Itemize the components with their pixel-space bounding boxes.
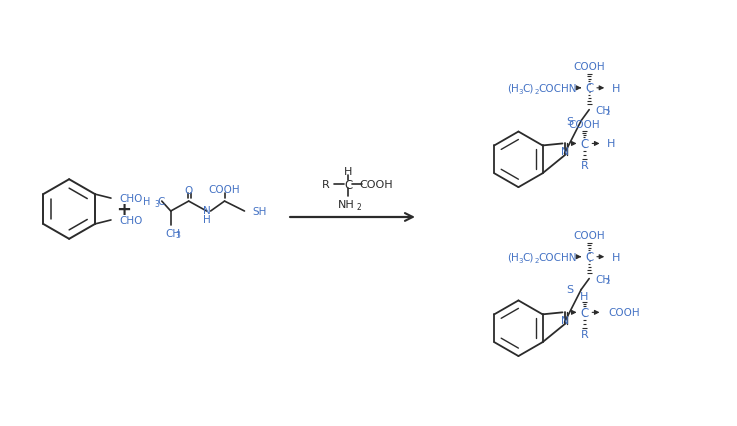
Text: C: C xyxy=(585,250,593,264)
Text: CH: CH xyxy=(595,274,610,284)
Text: COOH: COOH xyxy=(569,119,600,129)
Text: 2: 2 xyxy=(605,109,609,115)
Text: H: H xyxy=(203,214,211,225)
Text: C: C xyxy=(580,306,589,319)
Text: S: S xyxy=(566,116,573,126)
Text: C: C xyxy=(344,178,352,191)
Text: O: O xyxy=(184,186,193,196)
Text: R: R xyxy=(581,161,588,171)
Text: COOH: COOH xyxy=(209,185,240,195)
Text: 3: 3 xyxy=(518,257,523,263)
Text: H: H xyxy=(580,292,589,302)
Text: C: C xyxy=(585,82,593,95)
Text: (H: (H xyxy=(508,83,520,94)
Text: NH: NH xyxy=(338,200,354,210)
Text: COOH: COOH xyxy=(573,62,605,72)
Text: CHO: CHO xyxy=(119,216,142,225)
Text: S: S xyxy=(566,285,573,295)
Text: N: N xyxy=(203,205,211,216)
Text: CH: CH xyxy=(595,105,610,115)
Text: H: H xyxy=(607,139,615,149)
Text: COCHN: COCHN xyxy=(538,252,577,262)
Text: COOH: COOH xyxy=(608,308,640,318)
Text: 2: 2 xyxy=(356,202,361,211)
Text: 3: 3 xyxy=(175,231,181,240)
Text: (H: (H xyxy=(508,252,520,262)
Text: H: H xyxy=(612,83,621,94)
Text: H: H xyxy=(344,167,352,177)
Text: CHO: CHO xyxy=(119,194,142,204)
Text: COOH: COOH xyxy=(573,230,605,240)
Text: N: N xyxy=(561,147,568,157)
Text: 3: 3 xyxy=(155,199,160,208)
Text: H: H xyxy=(612,252,621,262)
Text: COOH: COOH xyxy=(359,180,393,190)
Text: 2: 2 xyxy=(605,278,609,284)
Text: H: H xyxy=(144,197,151,207)
Text: C: C xyxy=(580,138,589,151)
Text: +: + xyxy=(116,201,131,219)
Text: COCHN: COCHN xyxy=(538,83,577,94)
Text: 3: 3 xyxy=(518,89,523,95)
Text: CH: CH xyxy=(166,228,181,238)
Text: C: C xyxy=(158,197,165,207)
Text: C): C) xyxy=(523,83,534,94)
Text: C): C) xyxy=(523,252,534,262)
Text: SH: SH xyxy=(253,207,267,216)
Text: 2: 2 xyxy=(534,257,539,263)
Text: R: R xyxy=(322,180,330,190)
Text: N: N xyxy=(561,316,568,325)
Text: R: R xyxy=(581,329,588,340)
Text: 2: 2 xyxy=(534,89,539,95)
